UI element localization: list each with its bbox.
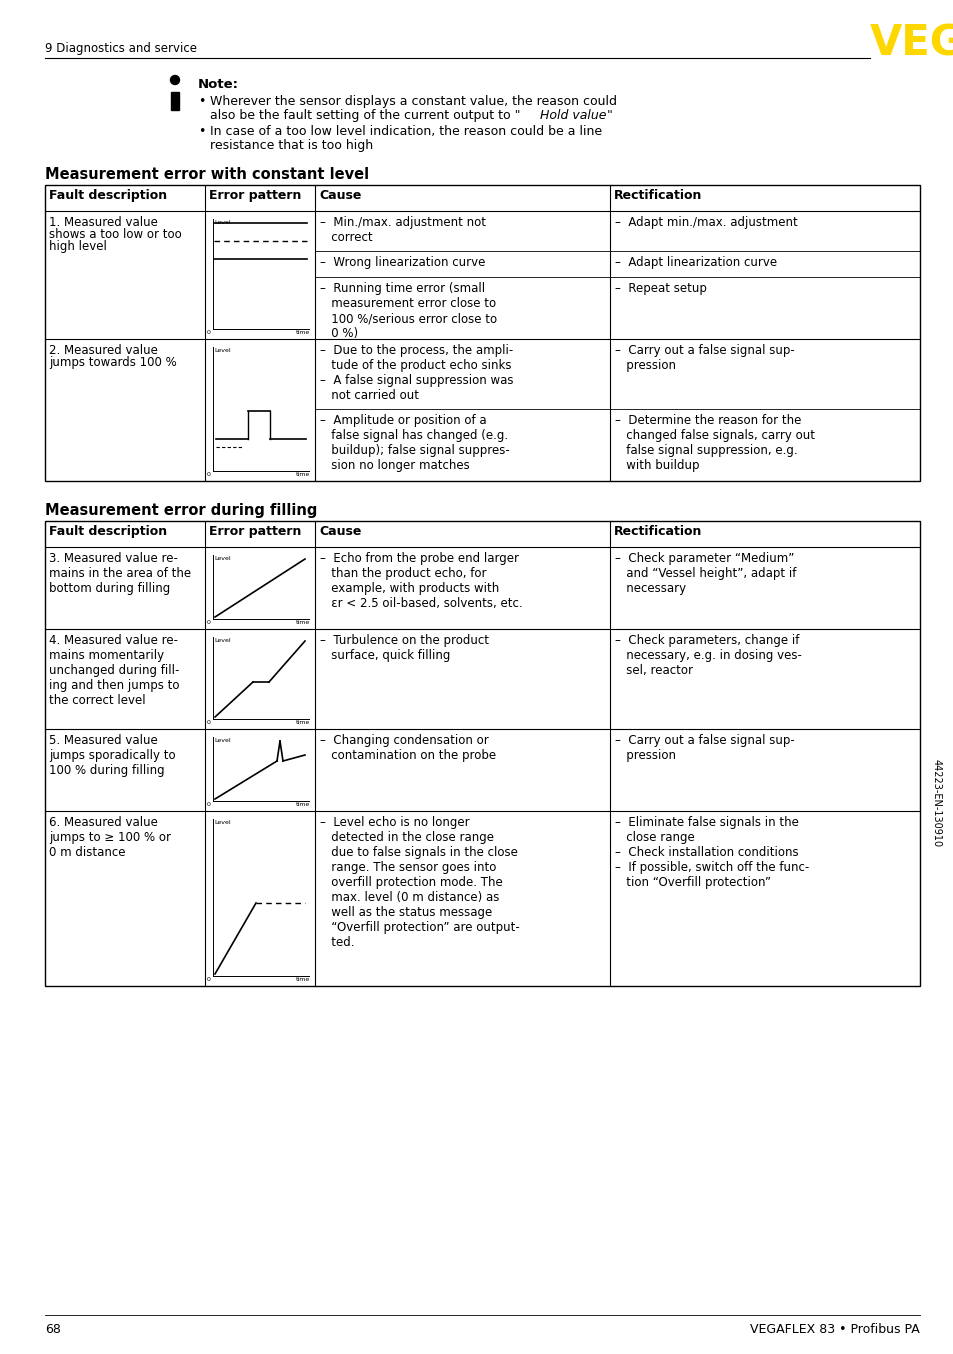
- Text: •: •: [198, 125, 205, 138]
- Text: 0: 0: [207, 720, 211, 724]
- Text: 0: 0: [207, 330, 211, 334]
- Text: ": ": [606, 110, 612, 122]
- Text: Error pattern: Error pattern: [209, 525, 301, 538]
- Text: Wherever the sensor displays a constant value, the reason could: Wherever the sensor displays a constant …: [210, 95, 617, 108]
- Text: –  Eliminate false signals in the
   close range
–  Check installation condition: – Eliminate false signals in the close r…: [615, 816, 808, 890]
- Text: 9 Diagnostics and service: 9 Diagnostics and service: [45, 42, 196, 56]
- Text: –  Due to the process, the ampli-
   tude of the product echo sinks
–  A false s: – Due to the process, the ampli- tude of…: [319, 344, 513, 402]
- Text: time: time: [295, 620, 310, 626]
- Text: •: •: [198, 95, 205, 108]
- Text: Level: Level: [213, 348, 231, 353]
- Text: In case of a too low level indication, the reason could be a line: In case of a too low level indication, t…: [210, 125, 601, 138]
- Text: resistance that is too high: resistance that is too high: [210, 139, 373, 152]
- Text: Rectification: Rectification: [614, 525, 701, 538]
- Bar: [45, 185, 919, 481]
- Text: –  Adapt linearization curve: – Adapt linearization curve: [615, 256, 777, 269]
- Text: –  Running time error (small
   measurement error close to
   100 %/serious erro: – Running time error (small measurement …: [319, 282, 497, 340]
- Text: Fault description: Fault description: [49, 190, 167, 202]
- Text: Level: Level: [213, 556, 231, 561]
- Text: –  Echo from the probe end larger
   than the product echo, for
   example, with: – Echo from the probe end larger than th…: [319, 552, 522, 611]
- Text: Cause: Cause: [318, 525, 361, 538]
- Text: jumps towards 100 %: jumps towards 100 %: [49, 356, 176, 370]
- Text: –  Wrong linearization curve: – Wrong linearization curve: [319, 256, 485, 269]
- Text: 0: 0: [207, 802, 211, 807]
- Bar: [45, 521, 919, 986]
- Text: 0: 0: [207, 620, 211, 626]
- Text: 2. Measured value: 2. Measured value: [49, 344, 157, 357]
- Text: –  Carry out a false signal sup-
   pression: – Carry out a false signal sup- pression: [615, 344, 794, 372]
- Bar: [171, 92, 179, 110]
- Text: –  Determine the reason for the
   changed false signals, carry out
   false sig: – Determine the reason for the changed f…: [615, 414, 814, 473]
- Text: –  Check parameters, change if
   necessary, e.g. in dosing ves-
   sel, reactor: – Check parameters, change if necessary,…: [615, 634, 801, 677]
- Text: –  Min./max. adjustment not
   correct: – Min./max. adjustment not correct: [319, 217, 485, 244]
- Text: shows a too low or too: shows a too low or too: [49, 227, 182, 241]
- Text: Note:: Note:: [198, 79, 239, 91]
- Text: Measurement error with constant level: Measurement error with constant level: [45, 167, 369, 181]
- Text: time: time: [295, 720, 310, 724]
- Text: Measurement error during filling: Measurement error during filling: [45, 502, 317, 519]
- Text: time: time: [295, 473, 310, 477]
- Text: high level: high level: [49, 240, 107, 253]
- Text: 5. Measured value
jumps sporadically to
100 % during filling: 5. Measured value jumps sporadically to …: [49, 734, 175, 777]
- Text: –  Carry out a false signal sup-
   pression: – Carry out a false signal sup- pression: [615, 734, 794, 762]
- Text: Error pattern: Error pattern: [209, 190, 301, 202]
- Text: Level: Level: [213, 821, 231, 825]
- Text: 44223-EN-130910: 44223-EN-130910: [931, 760, 941, 848]
- Text: 4. Measured value re-
mains momentarily
unchanged during fill-
ing and then jump: 4. Measured value re- mains momentarily …: [49, 634, 179, 707]
- Text: 1. Measured value: 1. Measured value: [49, 217, 157, 229]
- Text: –  Adapt min./max. adjustment: – Adapt min./max. adjustment: [615, 217, 797, 229]
- Text: 0: 0: [207, 473, 211, 477]
- Text: VEGA: VEGA: [869, 22, 953, 64]
- Text: Rectification: Rectification: [614, 190, 701, 202]
- Text: 6. Measured value
jumps to ≥ 100 % or
0 m distance: 6. Measured value jumps to ≥ 100 % or 0 …: [49, 816, 171, 858]
- Text: Level: Level: [213, 219, 231, 225]
- Text: time: time: [295, 802, 310, 807]
- Text: –  Level echo is no longer
   detected in the close range
   due to false signal: – Level echo is no longer detected in th…: [319, 816, 519, 949]
- Text: 3. Measured value re-
mains in the area of the
bottom during filling: 3. Measured value re- mains in the area …: [49, 552, 191, 594]
- Text: 0: 0: [207, 978, 211, 982]
- Text: Level: Level: [213, 738, 231, 743]
- Circle shape: [171, 76, 179, 84]
- Text: –  Repeat setup: – Repeat setup: [615, 282, 706, 295]
- Text: –  Check parameter “Medium”
   and “Vessel height”, adapt if
   necessary: – Check parameter “Medium” and “Vessel h…: [615, 552, 796, 594]
- Text: –  Turbulence on the product
   surface, quick filling: – Turbulence on the product surface, qui…: [319, 634, 489, 662]
- Text: –  Changing condensation or
   contamination on the probe: – Changing condensation or contamination…: [319, 734, 496, 762]
- Text: 68: 68: [45, 1323, 61, 1336]
- Text: Hold value: Hold value: [539, 110, 606, 122]
- Text: also be the fault setting of the current output to ": also be the fault setting of the current…: [210, 110, 520, 122]
- Text: –  Amplitude or position of a
   false signal has changed (e.g.
   buildup); fal: – Amplitude or position of a false signa…: [319, 414, 509, 473]
- Text: Fault description: Fault description: [49, 525, 167, 538]
- Text: Cause: Cause: [318, 190, 361, 202]
- Text: Level: Level: [213, 638, 231, 643]
- Text: time: time: [295, 330, 310, 334]
- Text: VEGAFLEX 83 • Profibus PA: VEGAFLEX 83 • Profibus PA: [749, 1323, 919, 1336]
- Text: time: time: [295, 978, 310, 982]
